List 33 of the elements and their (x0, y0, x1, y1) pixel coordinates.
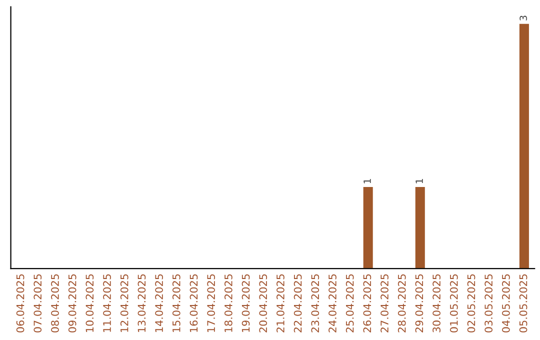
x-tick-label: 28.04.2025 (398, 274, 406, 332)
x-tick-label: 19.04.2025 (242, 274, 250, 332)
x-tick-label: 16.04.2025 (190, 274, 198, 332)
x-tick-label: 01.05.2025 (450, 274, 458, 332)
x-tick-label: 23.04.2025 (311, 274, 320, 332)
x-tick-label: 04.05.2025 (502, 274, 510, 332)
x-tick-label: 22.04.2025 (294, 274, 302, 332)
x-tick-label: 25.04.2025 (346, 274, 354, 332)
x-tick-label: 18.04.2025 (224, 274, 232, 332)
x-tick-label: 15.04.2025 (172, 274, 180, 332)
x-tick-label: 06.04.2025 (16, 274, 24, 332)
x-tick-label: 07.04.2025 (34, 274, 42, 332)
x-tick-label: 05.05.2025 (519, 274, 528, 332)
x-tick-label: 09.04.2025 (68, 274, 76, 332)
data-label: 1 (364, 178, 371, 184)
x-tick-label: 03.05.2025 (484, 274, 493, 332)
x-tick-label: 24.04.2025 (328, 274, 336, 332)
x-tick-label: 29.04.2025 (415, 274, 424, 332)
x-tick-label: 14.04.2025 (155, 274, 163, 332)
x-tick-label: 13.04.2025 (138, 274, 146, 332)
x-tick-label: 30.04.2025 (432, 274, 440, 332)
x-tick-label: 20.04.2025 (259, 274, 268, 332)
x-tick-label: 27.04.2025 (380, 274, 388, 332)
x-tick-label: 02.05.2025 (467, 274, 476, 332)
x-tick-label: 11.04.2025 (103, 274, 111, 332)
x-tick-label: 12.04.2025 (120, 274, 128, 332)
x-tick-label: 08.04.2025 (51, 274, 59, 332)
x-tick-label: 21.04.2025 (276, 274, 284, 332)
data-label: 3 (520, 16, 528, 20)
x-tick-label: 10.04.2025 (86, 274, 94, 332)
x-tick-label: 17.04.2025 (207, 274, 216, 332)
data-label: 1 (416, 178, 423, 184)
x-tick-label: 26.04.2025 (363, 274, 372, 332)
